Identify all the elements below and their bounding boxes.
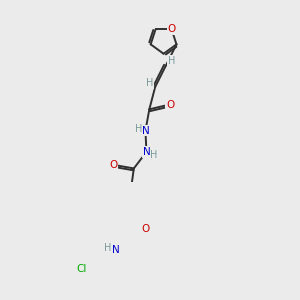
Text: N: N — [142, 126, 149, 136]
Text: N: N — [142, 147, 150, 157]
Text: O: O — [109, 160, 117, 170]
Text: O: O — [167, 24, 176, 34]
Text: N: N — [112, 245, 119, 255]
Text: H: H — [146, 78, 153, 88]
Text: H: H — [135, 124, 142, 134]
Text: O: O — [142, 224, 150, 235]
Text: Cl: Cl — [77, 264, 87, 274]
Text: O: O — [166, 100, 174, 110]
Text: H: H — [151, 150, 158, 160]
Text: H: H — [168, 56, 175, 66]
Text: H: H — [104, 243, 112, 253]
